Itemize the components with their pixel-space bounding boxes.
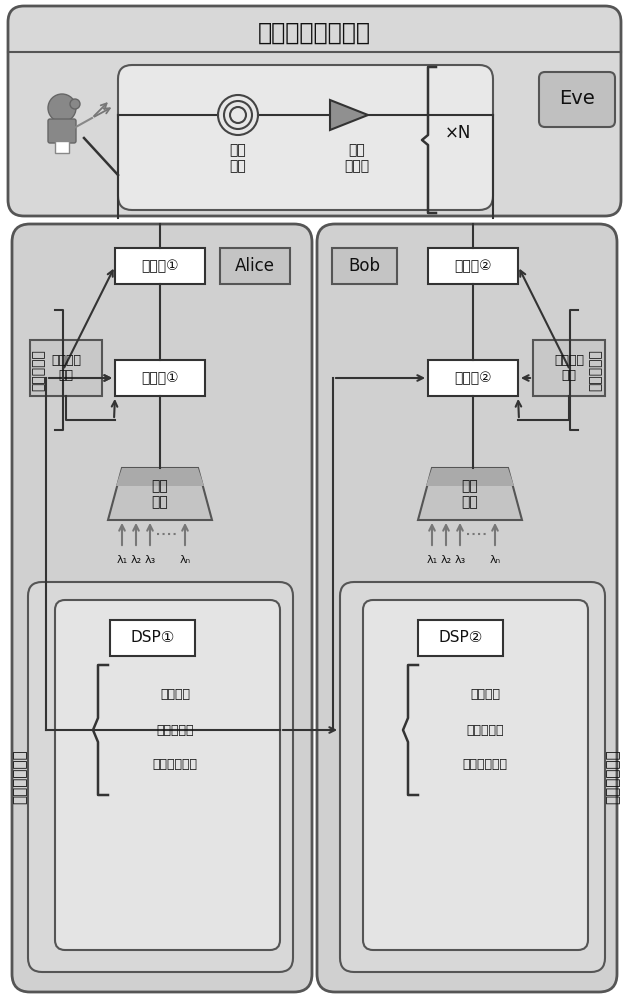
Text: Eve: Eve xyxy=(559,90,595,108)
Text: λₙ: λₙ xyxy=(489,555,501,565)
Text: DSP①: DSP① xyxy=(130,631,175,646)
Text: λ₂: λ₂ xyxy=(440,555,452,565)
Text: 收发器②: 收发器② xyxy=(454,371,492,385)
Text: 混沌序列
生成: 混沌序列 生成 xyxy=(51,354,81,382)
Text: λ₂: λ₂ xyxy=(130,555,142,565)
Text: ×N: ×N xyxy=(445,124,471,142)
FancyBboxPatch shape xyxy=(12,224,312,992)
Polygon shape xyxy=(330,100,368,130)
Bar xyxy=(55,141,69,153)
Circle shape xyxy=(48,94,76,122)
Text: 物理安全系统: 物理安全系统 xyxy=(13,750,28,804)
Text: Bob: Bob xyxy=(348,257,380,275)
Bar xyxy=(533,340,605,396)
Text: 波分
复用: 波分 复用 xyxy=(152,479,169,509)
Circle shape xyxy=(70,99,80,109)
Polygon shape xyxy=(418,468,522,520)
Text: 扰偏仪②: 扰偏仪② xyxy=(454,259,492,273)
Bar xyxy=(332,248,397,284)
Text: λ₁: λ₁ xyxy=(426,555,438,565)
Bar xyxy=(418,620,503,656)
Text: 色散补偿: 色散补偿 xyxy=(470,688,500,702)
Text: λ₃: λ₃ xyxy=(145,555,155,565)
Text: 相位噪声评估: 相位噪声评估 xyxy=(152,758,198,772)
FancyBboxPatch shape xyxy=(317,224,617,992)
Text: λ₁: λ₁ xyxy=(116,555,128,565)
FancyBboxPatch shape xyxy=(363,600,588,950)
FancyBboxPatch shape xyxy=(340,582,605,972)
Text: DSP②: DSP② xyxy=(438,631,482,646)
Text: 色散补偿: 色散补偿 xyxy=(160,688,190,702)
FancyBboxPatch shape xyxy=(28,582,293,972)
Bar xyxy=(428,360,518,396)
Text: 暴露于窃听攻击下: 暴露于窃听攻击下 xyxy=(257,21,370,45)
Text: λₙ: λₙ xyxy=(179,555,191,565)
Text: Alice: Alice xyxy=(235,257,275,275)
FancyBboxPatch shape xyxy=(55,600,280,950)
Text: 电信号输入: 电信号输入 xyxy=(588,349,602,391)
Polygon shape xyxy=(116,468,204,486)
Text: λ₃: λ₃ xyxy=(454,555,465,565)
Bar xyxy=(115,360,205,396)
Text: 波分
复用: 波分 复用 xyxy=(462,479,479,509)
Text: 扰偏仪①: 扰偏仪① xyxy=(141,259,179,273)
FancyBboxPatch shape xyxy=(539,72,615,127)
FancyBboxPatch shape xyxy=(8,6,621,216)
Bar xyxy=(110,620,195,656)
Bar xyxy=(115,248,205,284)
Text: 电信号输入: 电信号输入 xyxy=(31,349,45,391)
Bar xyxy=(428,248,518,284)
Text: 混沌序列
生成: 混沌序列 生成 xyxy=(554,354,584,382)
Polygon shape xyxy=(108,468,212,520)
Bar xyxy=(30,340,102,396)
Text: 单模
光纤: 单模 光纤 xyxy=(230,143,247,173)
Text: 物理安全系统: 物理安全系统 xyxy=(606,750,620,804)
Polygon shape xyxy=(426,468,514,486)
FancyBboxPatch shape xyxy=(118,65,493,210)
Text: 光纤
放大器: 光纤 放大器 xyxy=(345,143,370,173)
Text: 收发器①: 收发器① xyxy=(141,371,179,385)
Text: 相位噪声评估: 相位噪声评估 xyxy=(462,758,508,772)
FancyBboxPatch shape xyxy=(48,119,76,143)
Text: 非线性补偿: 非线性补偿 xyxy=(466,724,504,736)
Text: 非线性补偿: 非线性补偿 xyxy=(156,724,194,736)
Bar xyxy=(220,248,290,284)
